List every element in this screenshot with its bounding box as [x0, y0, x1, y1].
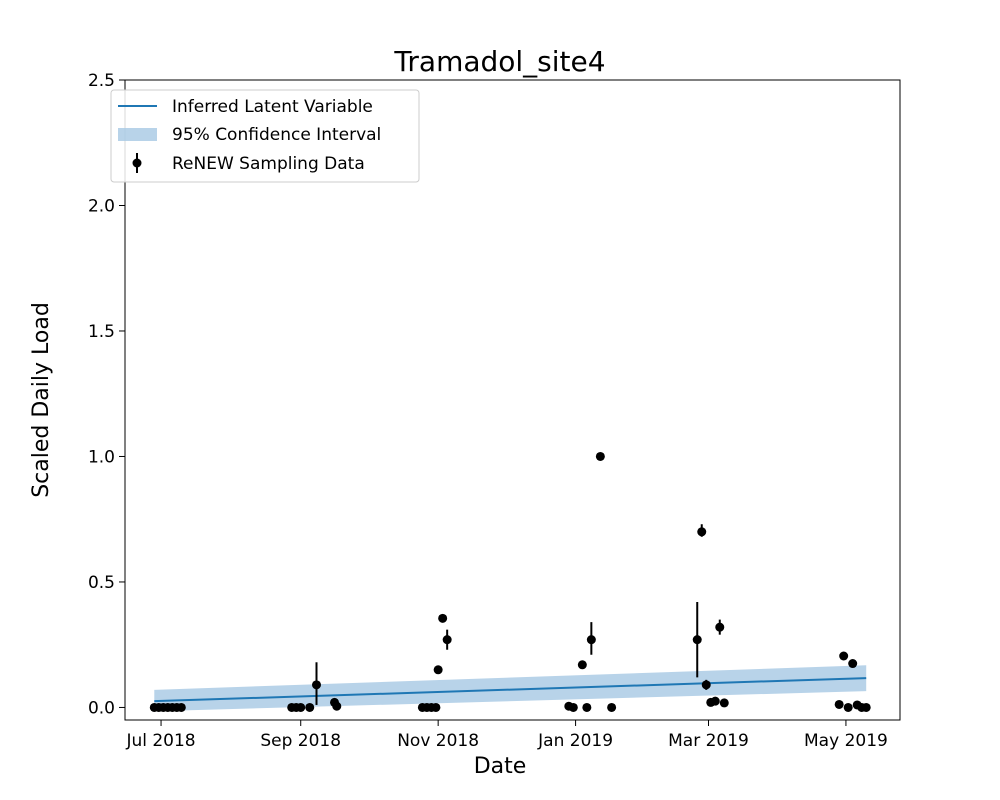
- data-point: [586, 635, 596, 645]
- data-point: [710, 696, 720, 706]
- x-tick-label: Sep 2018: [260, 731, 341, 751]
- y-tick-label: 1.0: [88, 447, 115, 467]
- plot-frame: [124, 79, 901, 721]
- data-point: [311, 680, 321, 690]
- data-point: [442, 635, 452, 645]
- y-tick-label: 2.5: [88, 71, 115, 91]
- y-tick-label: 0.0: [88, 698, 115, 718]
- data-point: [595, 451, 605, 461]
- legend: Inferred Latent Variable 95% Confidence …: [110, 89, 420, 183]
- data-point: [848, 659, 858, 669]
- x-tick-label: Nov 2018: [397, 731, 479, 751]
- data-point: [176, 702, 186, 712]
- data-point: [305, 702, 315, 712]
- data-point: [568, 702, 578, 712]
- latent-variable-line: [154, 677, 867, 703]
- chart-title: Tramadol_site4: [393, 45, 605, 78]
- legend-box: [110, 89, 420, 183]
- data-point: [296, 702, 306, 712]
- data-point: [834, 699, 844, 709]
- data-point: [582, 702, 592, 712]
- legend-entry-latent: Inferred Latent Variable: [172, 97, 373, 117]
- x-axis-label: Date: [474, 754, 527, 779]
- legend-band-swatch: [118, 128, 157, 141]
- y-tick-label: 0.5: [88, 573, 115, 593]
- data-point: [719, 698, 729, 708]
- data-point: [701, 680, 711, 690]
- data-point: [839, 651, 849, 661]
- data-point: [861, 702, 871, 712]
- y-tick-label: 2.0: [88, 196, 115, 216]
- data-point: [697, 527, 707, 537]
- sampling-data-points: [149, 451, 871, 712]
- y-tick-label: 1.5: [88, 322, 115, 342]
- data-point: [332, 701, 342, 711]
- data-point: [715, 622, 725, 632]
- legend-point-swatch: [132, 158, 142, 168]
- data-point: [438, 613, 448, 623]
- data-point: [692, 635, 702, 645]
- legend-entry-confidence: 95% Confidence Interval: [172, 125, 381, 145]
- data-point: [843, 702, 853, 712]
- data-point: [433, 665, 443, 675]
- data-point: [607, 702, 617, 712]
- x-axis-ticks: Jul 2018 Sep 2018 Nov 2018 Jan 2019 Mar 2019…: [125, 720, 888, 751]
- x-tick-label: May 2019: [804, 731, 888, 751]
- y-axis-label: Scaled Daily Load: [29, 302, 54, 498]
- data-point: [431, 702, 441, 712]
- x-tick-label: Mar 2019: [668, 731, 749, 751]
- y-axis-ticks: 0.0 0.5 1.0 1.5 2.0 2.5: [88, 71, 125, 718]
- x-tick-label: Jan 2019: [537, 731, 613, 751]
- data-point: [577, 660, 587, 670]
- legend-entry-sampling: ReNEW Sampling Data: [172, 154, 365, 174]
- x-tick-label: Jul 2018: [125, 731, 195, 751]
